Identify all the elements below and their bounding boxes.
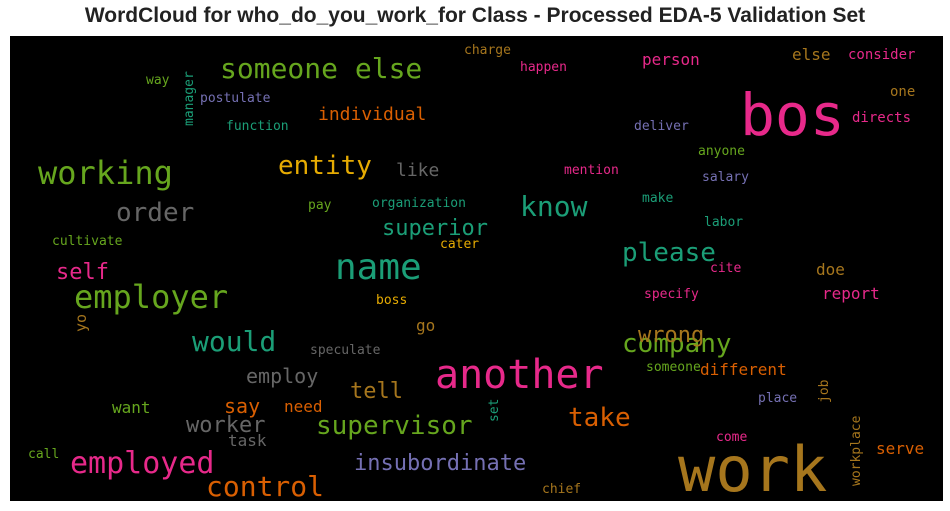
word-control: control xyxy=(206,470,324,501)
word-wrong: wrong xyxy=(638,323,704,348)
word-mention: mention xyxy=(564,163,619,178)
word-another: another xyxy=(435,352,604,398)
word-serve: serve xyxy=(876,439,924,458)
word-salary: salary xyxy=(702,170,749,185)
word-know: know xyxy=(520,190,588,223)
word-chief: chief xyxy=(542,482,581,497)
word-place: place xyxy=(758,391,797,406)
word-go: go xyxy=(416,316,435,335)
word-say: say xyxy=(224,394,260,418)
word-like: like xyxy=(396,160,439,181)
word-consider: consider xyxy=(848,47,915,63)
word-name: name xyxy=(335,247,422,288)
word-please: please xyxy=(622,238,716,268)
word-make: make xyxy=(642,191,673,206)
word-speculate: speculate xyxy=(310,343,381,358)
word-organization: organization xyxy=(372,196,466,211)
word-take: take xyxy=(568,403,631,433)
word-different: different xyxy=(700,360,787,379)
word-job: job xyxy=(817,379,832,403)
word-report: report xyxy=(822,284,880,303)
chart-title: WordCloud for who_do_you_work_for Class … xyxy=(84,4,866,27)
word-self: self xyxy=(56,260,109,285)
word-deliver: deliver xyxy=(634,119,689,134)
word-task: task xyxy=(228,431,267,450)
word-happen: happen xyxy=(520,60,567,75)
word-pay: pay xyxy=(308,198,332,213)
word-manager: manager xyxy=(182,71,197,126)
wordcloud-svg: workbosanothernameemployerworkingemploye… xyxy=(28,43,924,501)
word-anyone: anyone xyxy=(698,144,745,159)
word-specify: specify xyxy=(644,287,699,302)
word-individual: individual xyxy=(318,104,426,125)
word-insubordinate: insubordinate xyxy=(354,451,526,476)
word-need: need xyxy=(284,397,323,416)
word-person: person xyxy=(642,50,700,69)
word-boss: boss xyxy=(376,293,407,308)
word-employer: employer xyxy=(74,278,228,316)
word-worker: worker xyxy=(186,413,265,438)
word-way: way xyxy=(146,73,170,88)
word-someone: someone xyxy=(646,360,701,375)
word-cultivate: cultivate xyxy=(52,234,123,249)
word-work: work xyxy=(678,433,827,501)
word-charge: charge xyxy=(464,43,511,58)
word-else: else xyxy=(792,45,831,64)
word-cite: cite xyxy=(710,261,741,276)
word-doe: doe xyxy=(816,260,845,279)
word-tell: tell xyxy=(350,379,403,404)
word-come: come xyxy=(716,430,747,445)
word-employ: employ xyxy=(246,364,318,388)
word-working: working xyxy=(38,154,173,192)
word-employed: employed xyxy=(70,446,215,481)
word-supervisor: supervisor xyxy=(316,411,473,441)
word-cater: cater xyxy=(440,237,479,252)
word-labor: labor xyxy=(704,215,743,230)
word-company: company xyxy=(622,329,732,359)
word-directs: directs xyxy=(852,110,911,126)
word-postulate: postulate xyxy=(200,91,271,106)
word-call: call xyxy=(28,447,59,462)
word-bos: bos xyxy=(740,81,845,149)
word-one: one xyxy=(890,84,915,100)
word-want: want xyxy=(112,398,151,417)
word-entity: entity xyxy=(278,151,372,181)
word-workplace: workplace xyxy=(849,415,864,486)
word-would: would xyxy=(192,325,276,358)
word-set: set xyxy=(487,399,502,422)
word-function: function xyxy=(226,119,289,134)
word-yo: yo xyxy=(72,314,90,332)
wordcloud-canvas: work bos another name employer working employe… xyxy=(10,36,943,501)
word-order: order xyxy=(116,198,194,228)
word-someone-else: someone else xyxy=(220,52,422,85)
word-superior: superior xyxy=(382,216,488,241)
